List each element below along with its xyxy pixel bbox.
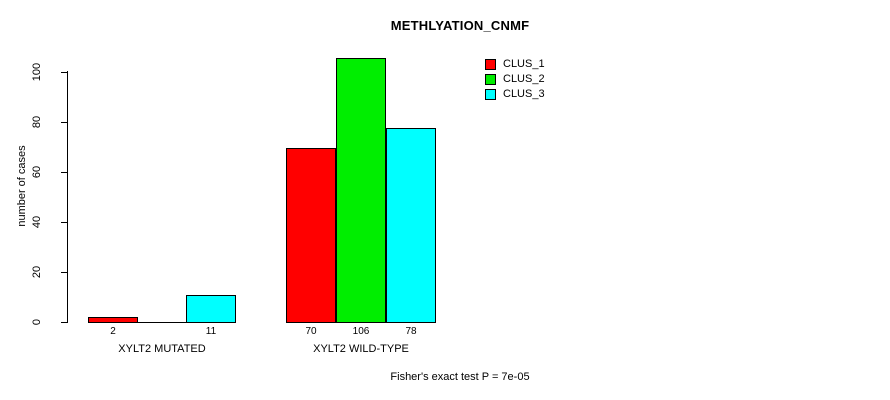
- y-tick-0: [61, 322, 68, 323]
- y-tick-label-80: 80: [31, 115, 43, 129]
- legend-item-clus1[interactable]: CLUS_1: [485, 57, 545, 72]
- y-tick-100: [61, 72, 68, 73]
- legend-item-clus2[interactable]: CLUS_2: [485, 72, 545, 87]
- statistical-test-note: Fisher's exact test P = 7e-05: [390, 371, 530, 383]
- bar-wildtype-clus2[interactable]: [336, 58, 386, 323]
- legend-label-clus3: CLUS_3: [503, 88, 545, 100]
- legend-swatch-clus3: [485, 89, 496, 100]
- legend-item-clus3[interactable]: CLUS_3: [485, 87, 545, 102]
- y-axis-title: number of cases: [16, 145, 28, 227]
- group-baseline-mutated: [88, 322, 236, 323]
- y-axis-line: [67, 71, 68, 323]
- bar-mutated-clus3[interactable]: [186, 295, 236, 323]
- bar-value-wildtype-clus1: 70: [305, 326, 317, 337]
- y-tick-label-0: 0: [31, 318, 43, 326]
- bar-wildtype-clus1[interactable]: [286, 148, 336, 323]
- y-tick-label-40: 40: [31, 215, 43, 229]
- group-label-mutated: XYLT2 MUTATED: [118, 343, 206, 355]
- group-label-wildtype: XYLT2 WILD-TYPE: [313, 343, 409, 355]
- legend-swatch-clus2: [485, 74, 496, 85]
- y-tick-label-60: 60: [31, 165, 43, 179]
- bar-mutated-clus1[interactable]: [88, 317, 138, 323]
- y-tick-40: [61, 222, 68, 223]
- legend-label-clus1: CLUS_1: [503, 58, 545, 70]
- y-tick-20: [61, 272, 68, 273]
- legend: CLUS_1 CLUS_2 CLUS_3: [485, 57, 545, 102]
- y-tick-label-100: 100: [31, 62, 43, 82]
- bar-value-wildtype-clus2: 106: [352, 326, 370, 337]
- bar-value-mutated-clus1: 2: [110, 326, 116, 337]
- chart-title: METHLYATION_CNMF: [390, 18, 530, 33]
- legend-swatch-clus1: [485, 59, 496, 70]
- y-tick-label-20: 20: [31, 265, 43, 279]
- bar-wildtype-clus3[interactable]: [386, 128, 436, 323]
- bar-value-wildtype-clus3: 78: [405, 326, 417, 337]
- y-tick-60: [61, 172, 68, 173]
- legend-label-clus2: CLUS_2: [503, 73, 545, 85]
- bar-value-mutated-clus3: 11: [205, 326, 217, 337]
- y-tick-80: [61, 122, 68, 123]
